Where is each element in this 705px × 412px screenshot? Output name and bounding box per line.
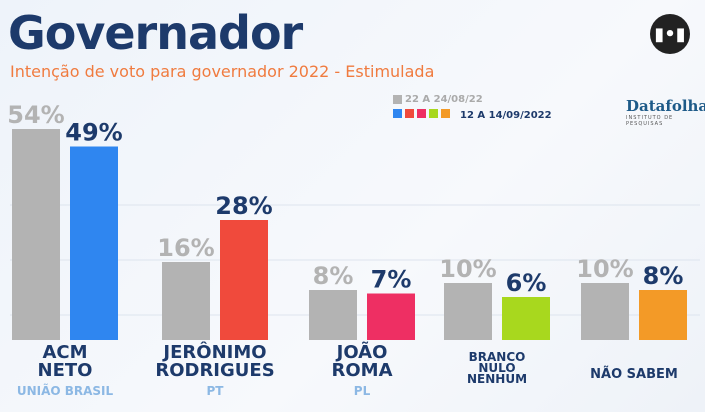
party-label: PL — [353, 384, 371, 398]
bar-sep — [502, 297, 550, 340]
swatch — [393, 109, 402, 118]
data-label: 8% — [313, 262, 354, 290]
bar-aug — [309, 290, 357, 340]
swatch — [405, 109, 414, 118]
party-label: PT — [206, 384, 224, 398]
swatch — [417, 109, 426, 118]
data-label: 10% — [576, 255, 633, 283]
category-label: NÃO SABEM — [590, 367, 678, 382]
swatch — [441, 109, 450, 118]
bar-aug — [12, 129, 60, 340]
bar-aug — [444, 283, 492, 340]
bar-sep — [220, 220, 268, 340]
bar-aug — [581, 283, 629, 340]
subtitle: Intenção de voto para governador 2022 - … — [10, 62, 435, 81]
data-label: 10% — [439, 255, 496, 283]
swatch — [429, 109, 438, 118]
data-label: 28% — [215, 192, 272, 220]
bar-sep — [639, 290, 687, 340]
bar-aug — [162, 262, 210, 340]
page-title: Governador — [8, 6, 303, 60]
legend-label: 22 A 24/08/22 — [405, 94, 483, 105]
bar-sep — [70, 146, 118, 340]
legend-label: 12 A 14/09/2022 — [460, 109, 552, 121]
legend-item-2: 12 A 14/09/2022 — [393, 109, 552, 121]
data-label: 54% — [7, 101, 64, 129]
category-label: BRANCO NULO NENHUM — [466, 350, 528, 386]
category-label: JERÔNIMO RODRIGUES PT — [155, 342, 275, 399]
category-label: JOÃO ROMA PL — [331, 342, 393, 399]
datafolha-logo: Datafolha INSTITUTO DE PESQUISAS — [626, 97, 705, 127]
legend-item-1: 22 A 24/08/22 — [393, 94, 552, 105]
data-label: 8% — [643, 262, 684, 290]
data-label: 49% — [65, 119, 122, 147]
bar-sep — [367, 293, 415, 340]
legend: 22 A 24/08/22 12 A 14/09/2022 — [393, 94, 552, 125]
data-label: 16% — [157, 234, 214, 262]
swatch — [393, 95, 402, 104]
podcast-logo-icon: ▮•▮ — [650, 14, 690, 54]
category-label: ACM NETO UNIÃO BRASIL — [16, 342, 114, 399]
party-label: UNIÃO BRASIL — [16, 384, 114, 398]
data-label: 6% — [506, 269, 547, 297]
data-label: 7% — [371, 266, 412, 294]
